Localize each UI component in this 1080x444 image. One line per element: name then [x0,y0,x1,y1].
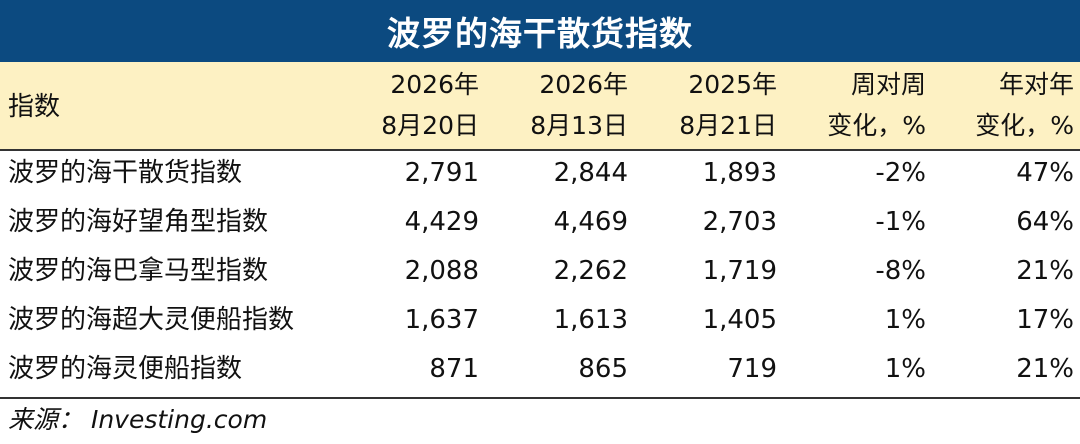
row-3-col1: 2,088 [404,256,479,286]
row-3-col4: -8% [875,256,926,286]
header-col5-line1: 年对年 [998,70,1074,99]
header-col1-line1: 2026年 [390,70,479,99]
header-row [0,62,1080,150]
row-5-col1: 871 [429,354,479,384]
row-4-name: 波罗的海超大灵便船指数 [8,305,295,335]
row-1-col3: 1,893 [702,158,777,188]
table-title: 波罗的海干散货指数 [387,14,693,53]
row-5-col4: 1% [884,354,926,384]
row-5-col3: 719 [727,354,777,384]
row-5-col5: 21% [1016,354,1074,384]
row-1-col5: 47% [1016,158,1074,188]
row-3-col2: 2,262 [553,256,628,286]
header-col2-line1: 2026年 [539,70,628,99]
row-5-name: 波罗的海灵便船指数 [8,354,243,384]
header-index-label: 指数 [8,92,61,122]
row-2-col5: 64% [1016,207,1074,237]
header-col3-line1: 2025年 [688,70,777,99]
header-col3-line2: 8月21日 [679,111,777,140]
header-col4-line1: 周对周 [850,70,926,99]
row-2-col1: 4,429 [404,207,479,237]
row-2-col4: -1% [875,207,926,237]
row-5-col2: 865 [578,354,628,384]
footer-divider [0,397,1080,399]
row-4-col3: 1,405 [702,305,777,335]
row-1-col4: -2% [875,158,926,188]
row-4-col2: 1,613 [553,305,628,335]
row-4-col4: 1% [884,305,926,335]
header-col5-line2: 变化，% [975,111,1074,140]
row-1-name: 波罗的海干散货指数 [8,158,243,188]
source-note: 来源： Investing.com [8,405,268,434]
header-divider [0,149,1080,151]
header-col4-line2: 变化，% [827,111,926,140]
row-3-col3: 1,719 [702,256,777,286]
title-bar: 波罗的海干散货指数 [0,0,1080,62]
row-1-col2: 2,844 [553,158,628,188]
header-col1-line2: 8月20日 [381,111,479,140]
row-2-col2: 4,469 [553,207,628,237]
row-3-name: 波罗的海巴拿马型指数 [8,256,269,286]
row-2-col3: 2,703 [702,207,777,237]
row-4-col1: 1,637 [404,305,479,335]
row-1-col1: 2,791 [404,158,479,188]
row-2-name: 波罗的海好望角型指数 [8,207,269,237]
header-col2-line2: 8月13日 [530,111,628,140]
row-3-col5: 21% [1016,256,1074,286]
row-4-col5: 17% [1016,305,1074,335]
